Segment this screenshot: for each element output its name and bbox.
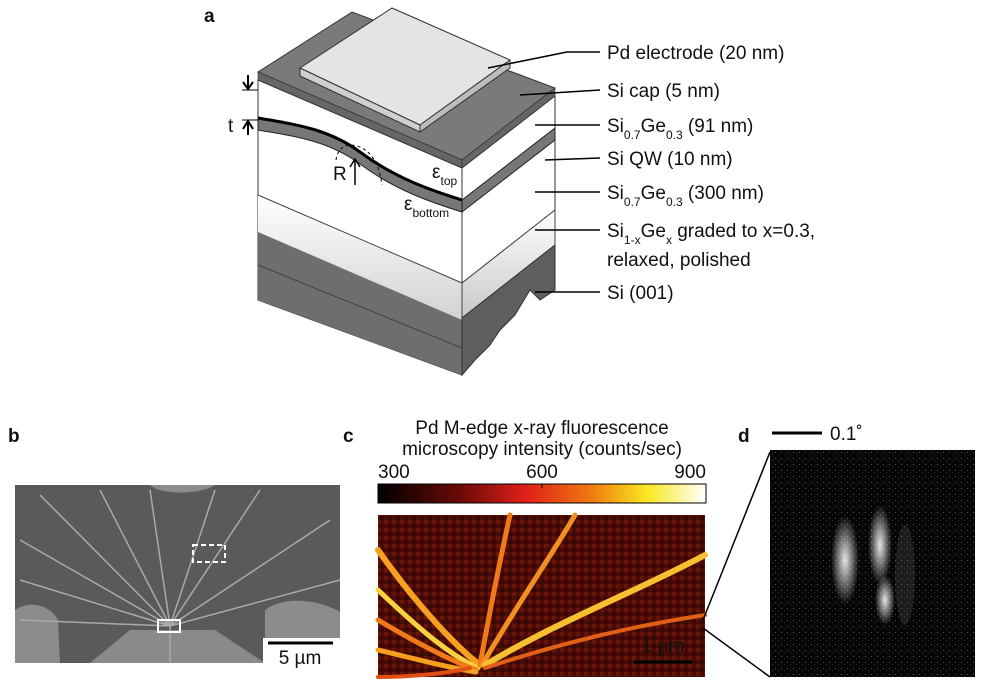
- subscript: top: [440, 174, 457, 188]
- scale-bar-label: 0.1˚: [830, 424, 863, 445]
- panel-letter: c: [343, 426, 354, 447]
- subscript: 0.7: [624, 128, 641, 142]
- scale-bar-label: 1 µm: [642, 636, 685, 657]
- text-part: Si (001): [607, 283, 674, 304]
- subscript: 0.3: [666, 195, 683, 209]
- text-part: Si: [607, 221, 624, 242]
- text-part: Si cap (5 nm): [607, 81, 720, 102]
- subscript: 1-x: [624, 233, 641, 247]
- text-part: R: [333, 164, 347, 185]
- text-part: Si: [607, 183, 624, 204]
- device-diagram: [242, 7, 601, 377]
- layer-label: relaxed, polished: [607, 250, 751, 271]
- text-part: Ge: [641, 183, 666, 204]
- scale-bar-label: 5 µm: [279, 648, 322, 669]
- panel-letter: a: [204, 6, 215, 27]
- subscript: bottom: [412, 206, 449, 220]
- colorbar-title: microscopy intensity (counts/sec): [402, 439, 682, 460]
- text-part: Ge: [641, 116, 666, 137]
- text-part: relaxed, polished: [607, 250, 751, 271]
- annotation: t: [228, 116, 234, 137]
- text-part: t: [228, 116, 234, 137]
- text-part: Ge: [641, 221, 666, 242]
- annotation: εbottom: [404, 194, 449, 220]
- colorbar-title: Pd M-edge x-ray fluorescence: [415, 418, 668, 439]
- subscript: 0.3: [666, 128, 683, 142]
- colorbar-tick-label: 600: [526, 462, 558, 483]
- text-part: (300 nm): [683, 183, 764, 204]
- layer-label: Si (001): [607, 283, 674, 304]
- panel-letter: b: [8, 426, 20, 447]
- subscript: 0.7: [624, 195, 641, 209]
- sem-image: [15, 485, 341, 668]
- layer-label: Pd electrode (20 nm): [607, 43, 784, 64]
- colorbar-tick-label: 300: [378, 462, 410, 483]
- text-part: ε: [404, 194, 413, 215]
- subscript: x: [666, 233, 672, 247]
- layer-label: Si0.7Ge0.3 (300 nm): [607, 183, 764, 209]
- layer-label: Si0.7Ge0.3 (91 nm): [607, 116, 753, 142]
- text-part: Si: [607, 116, 624, 137]
- layer-label: Si cap (5 nm): [607, 81, 720, 102]
- text-part: ε: [432, 162, 441, 183]
- panel-letter: d: [738, 426, 750, 447]
- annotation: εtop: [432, 162, 457, 188]
- xrf-map: [375, 451, 771, 679]
- text-part: graded to x=0.3,: [672, 221, 815, 242]
- text-part: Si QW (10 nm): [607, 149, 733, 170]
- text-part: (91 nm): [683, 116, 754, 137]
- layer-label: Si1-xGex graded to x=0.3,: [607, 221, 815, 247]
- annotation: R: [333, 164, 347, 185]
- diffraction-image: [770, 431, 975, 677]
- colorbar-tick-label: 900: [674, 462, 706, 483]
- layer-label: Si QW (10 nm): [607, 149, 733, 170]
- text-part: Pd electrode (20 nm): [607, 43, 784, 64]
